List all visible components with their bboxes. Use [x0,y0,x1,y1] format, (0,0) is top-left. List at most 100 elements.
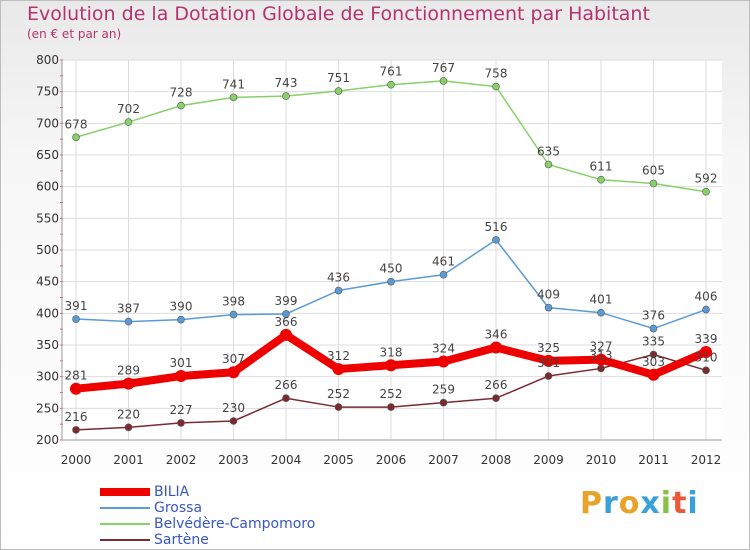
data-point-bilia [280,328,292,341]
x-tick-label: 2000 [61,453,92,467]
data-point-bilia [227,366,240,379]
x-tick-label: 2004 [271,453,302,467]
legend-label: BILIA [154,484,190,500]
data-point-sart-ne [649,350,658,359]
legend-swatch [100,507,150,509]
data-label-grossa: 516 [485,220,508,234]
data-label-belv-d-re-campomoro: 761 [380,65,403,79]
data-label-sart-ne: 310 [695,350,718,364]
data-label-grossa: 436 [327,271,350,285]
data-label-grossa: 399 [275,294,298,308]
legend-swatch [100,523,150,525]
data-point-grossa [439,270,448,279]
data-label-belv-d-re-campomoro: 728 [170,86,193,100]
data-label-sart-ne: 230 [222,401,245,415]
data-point-grossa [702,305,710,314]
y-tick-label: 650 [36,148,59,162]
data-label-grossa: 461 [432,255,455,269]
data-label-sart-ne: 216 [65,410,88,424]
data-point-grossa [124,317,133,326]
data-point-bilia [542,354,555,367]
data-point-sart-ne [439,398,448,407]
data-label-bilia: 303 [642,355,665,369]
x-tick-label: 2011 [638,453,669,467]
x-tick-label: 2007 [428,453,459,467]
y-tick-label: 450 [36,275,59,289]
data-label-bilia: 289 [117,364,140,378]
y-tick-label: 600 [36,180,59,194]
data-point-belv-d-re-campomoro [282,92,290,100]
x-tick-label: 2010 [586,453,617,467]
data-point-grossa [177,315,185,324]
legend-swatch [100,488,150,496]
data-label-bilia: 318 [380,345,403,359]
data-label-bilia: 325 [537,341,560,355]
data-label-bilia: 346 [485,328,508,342]
y-tick-label: 400 [36,306,59,320]
y-tick-label: 200 [36,433,59,447]
data-label-sart-ne: 335 [642,335,665,349]
x-tick-label: 2005 [323,453,354,467]
data-label-grossa: 401 [590,293,613,307]
data-point-sart-ne [702,366,710,375]
data-point-bilia [490,341,502,354]
x-tick-label: 2008 [481,453,512,467]
legend-swatch [100,539,150,541]
data-point-belv-d-re-campomoro [177,101,185,110]
data-label-bilia: 366 [275,315,298,329]
x-tick-label: 2009 [533,453,564,467]
data-point-grossa [544,303,553,312]
data-point-bilia [175,370,187,383]
data-point-bilia [385,359,397,372]
data-label-belv-d-re-campomoro: 743 [275,76,298,90]
data-point-grossa [229,310,238,319]
chart-subtitle: (en € et par an) [27,27,122,41]
y-tick-label: 300 [36,370,59,384]
data-label-bilia: 281 [65,369,88,383]
data-label-belv-d-re-campomoro: 605 [642,164,665,178]
data-point-grossa [282,310,290,318]
data-label-belv-d-re-campomoro: 767 [432,61,455,75]
legend-label: Grossa [154,500,203,516]
data-label-sart-ne: 252 [380,387,403,401]
data-point-grossa [72,315,80,323]
data-label-sart-ne: 220 [117,407,140,421]
data-label-bilia: 339 [695,332,718,346]
y-tick-label: 800 [36,53,59,67]
data-point-sart-ne [282,394,290,403]
y-tick-label: 750 [36,85,59,99]
data-point-belv-d-re-campomoro [702,187,710,196]
data-label-grossa: 450 [380,262,403,276]
data-label-grossa: 409 [537,288,560,302]
data-point-sart-ne [492,394,500,403]
data-point-belv-d-re-campomoro [72,133,80,142]
x-tick-label: 2001 [113,453,144,467]
y-tick-label: 350 [36,338,59,352]
data-label-sart-ne: 259 [432,383,455,397]
data-label-grossa: 398 [222,295,245,309]
data-point-grossa [387,277,395,286]
data-point-sart-ne [229,417,238,425]
data-label-grossa: 376 [642,309,665,323]
data-point-sart-ne [544,372,553,380]
data-label-bilia: 324 [432,341,455,355]
data-label-belv-d-re-campomoro: 702 [117,102,140,116]
data-label-sart-ne: 313 [590,348,613,362]
data-label-bilia: 312 [327,349,350,363]
data-point-sart-ne [334,403,343,411]
data-point-grossa [334,286,343,295]
y-tick-label: 250 [36,401,59,415]
data-label-belv-d-re-campomoro: 678 [65,117,88,131]
data-label-sart-ne: 227 [170,403,193,417]
data-point-belv-d-re-campomoro [387,80,395,89]
data-point-belv-d-re-campomoro [124,118,133,126]
data-point-sart-ne [597,364,605,373]
data-label-sart-ne: 252 [327,387,350,401]
x-tick-label: 2003 [218,453,249,467]
data-point-sart-ne [124,423,133,432]
data-point-bilia [647,368,660,381]
data-label-sart-ne: 266 [485,378,508,392]
legend-label: Sartène [154,532,209,548]
data-point-bilia [437,355,450,368]
